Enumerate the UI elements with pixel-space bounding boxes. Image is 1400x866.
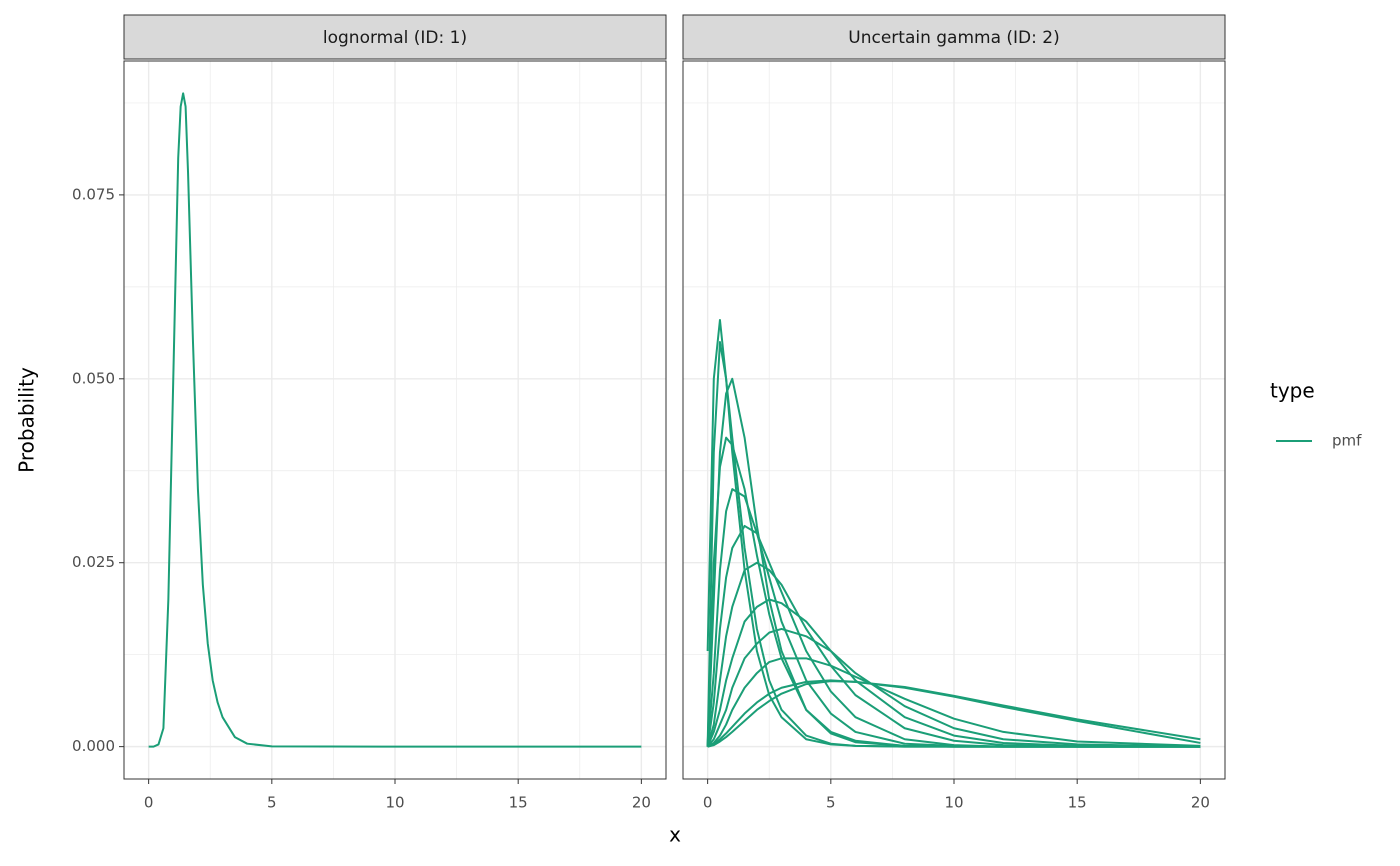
x-tick-label: 10	[944, 794, 963, 812]
facet-strip	[682, 14, 1226, 60]
x-tick-label: 20	[632, 794, 651, 812]
y-tick-label: 0.075	[72, 185, 115, 203]
y-tick-label: 0.000	[72, 737, 115, 755]
pmf-line	[706, 524, 1201, 748]
x-tick-label: 15	[1068, 794, 1087, 812]
x-tick-label: 5	[267, 794, 277, 812]
pmf-line	[707, 657, 1201, 748]
x-tick-label: 10	[385, 794, 404, 812]
pmf-line	[706, 598, 1201, 748]
x-axis-title: x	[669, 823, 681, 847]
x-tick-label: 0	[144, 794, 154, 812]
y-tick-label: 0.050	[72, 369, 115, 387]
facet-title: Uncertain gamma (ID: 2)	[848, 28, 1059, 48]
x-tick-label: 5	[826, 794, 836, 812]
x-tick-label: 20	[1191, 794, 1210, 812]
pmf-line	[706, 561, 1201, 748]
facet-title: lognormal (ID: 1)	[323, 28, 467, 48]
y-axis-title: Probability	[15, 367, 39, 473]
pmf-line	[706, 627, 1201, 748]
facet-strip	[123, 14, 667, 60]
x-tick-label: 0	[703, 794, 713, 812]
legend-title: type	[1270, 379, 1315, 403]
pmf-line	[707, 680, 1201, 748]
pmf-line	[148, 92, 642, 748]
y-tick-label: 0.025	[72, 553, 115, 571]
x-tick-label: 15	[509, 794, 528, 812]
legend-label: pmf	[1332, 432, 1362, 450]
